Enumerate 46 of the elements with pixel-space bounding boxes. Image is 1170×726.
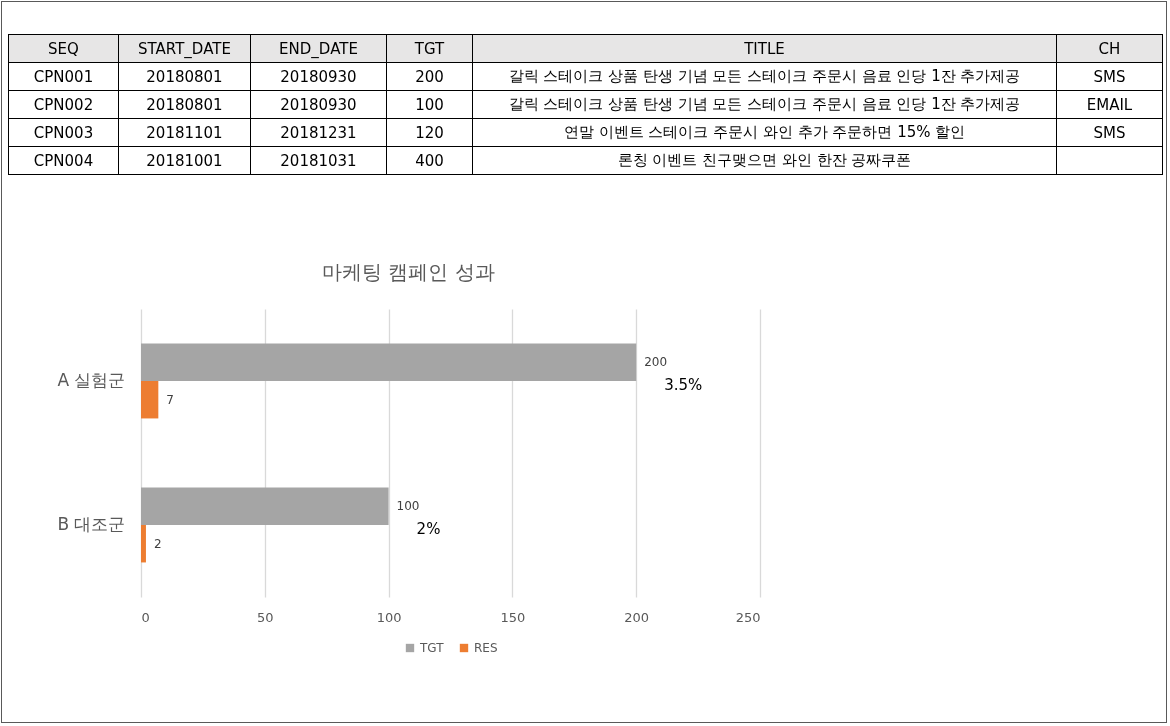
category-label: START_DATE (118, 34, 251, 63)
text: 20181101 (146, 123, 223, 142)
annotation: 2% (416, 520, 441, 538)
category-label: TGT (386, 34, 473, 63)
y-tick-label: B 대조군 (57, 514, 126, 534)
category-label: SEQ (8, 34, 119, 63)
text: 20181001 (146, 151, 223, 170)
x-tick-label: 50 (257, 609, 274, 625)
text: 론칭 이벤트 친구맺으면 와인 한잔 공짜쿠폰 (617, 151, 912, 169)
text: 갈릭 스테이크 상품 탄생 기념 모든 스테이크 주문시 음료 인당 1잔 추가제공 (508, 95, 1021, 113)
text: 400 (415, 151, 444, 170)
y-tick-label: A 실험군 (57, 370, 126, 390)
text: CPN003 (33, 123, 94, 142)
text: SMS (1093, 123, 1126, 142)
x-tick-label: 150 (500, 609, 526, 625)
text: CPN002 (33, 95, 94, 114)
data-label: 2 (153, 536, 162, 551)
legend-label: RES (474, 641, 498, 655)
text: 20180930 (280, 95, 357, 114)
text: 120 (415, 123, 444, 142)
text: 20181031 (280, 151, 357, 170)
text: 20181231 (280, 123, 357, 142)
annotation: 3.5% (664, 376, 703, 394)
text: CPN004 (33, 151, 94, 170)
text: 200 (415, 67, 444, 86)
chart-title: 마케팅 캠페인 성과 (322, 260, 495, 284)
text: 20180930 (280, 67, 357, 86)
x-tick-label: 250 (735, 609, 761, 625)
category-label: TITLE (472, 34, 1057, 63)
text: 연말 이벤트 스테이크 주문시 와인 추가 주문하면 15% 할인 (563, 123, 966, 141)
category-label: END_DATE (250, 34, 387, 63)
text: SMS (1093, 67, 1126, 86)
text: 20180801 (146, 95, 223, 114)
text: EMAIL (1086, 95, 1133, 114)
x-tick-label: 200 (624, 609, 650, 625)
data-label: 200 (644, 355, 668, 370)
data-label: 7 (166, 392, 174, 407)
category-label: CH (1056, 34, 1163, 63)
text: 100 (415, 95, 444, 114)
x-tick-label: 100 (376, 609, 402, 625)
text: CPN001 (33, 67, 94, 86)
data-label: 100 (396, 499, 420, 514)
legend-label: TGT (419, 641, 445, 655)
x-tick-label: 0 (141, 609, 150, 625)
text: 갈릭 스테이크 상품 탄생 기념 모든 스테이크 주문시 음료 인당 1잔 추가제공 (508, 67, 1021, 85)
text: 20180801 (146, 67, 223, 86)
